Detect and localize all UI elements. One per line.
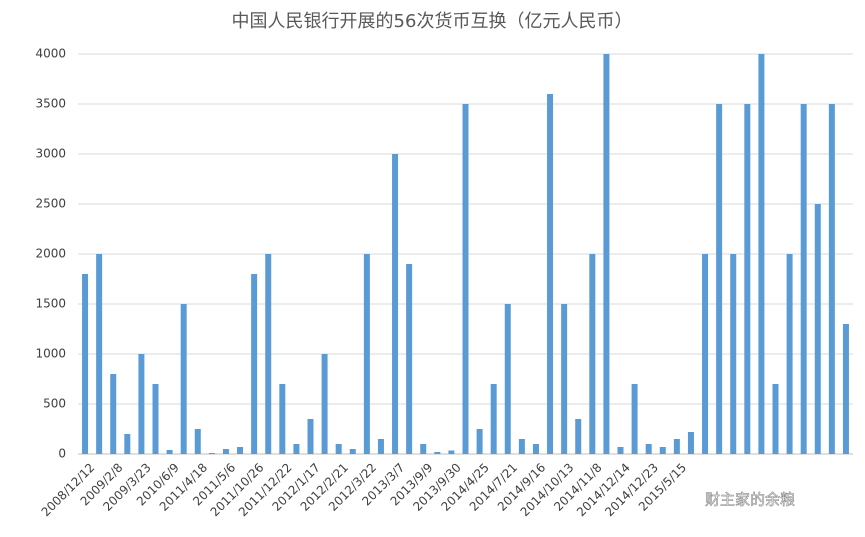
y-tick-label: 3000 [35, 147, 66, 161]
bar [138, 354, 145, 454]
bar [814, 204, 821, 454]
bar [800, 104, 807, 454]
bar [730, 254, 737, 454]
bar [434, 452, 441, 454]
y-tick-label: 1000 [35, 347, 66, 361]
bar [251, 274, 258, 454]
bar [377, 439, 384, 454]
bar [716, 104, 723, 454]
bar [349, 449, 356, 454]
bar [659, 447, 666, 454]
bar [392, 154, 399, 454]
bar [279, 384, 286, 454]
bar [575, 419, 582, 454]
bar [152, 384, 159, 454]
y-tick-label: 500 [43, 397, 66, 411]
bar [547, 94, 554, 454]
bar [208, 453, 215, 454]
bar [166, 450, 173, 454]
bar [772, 384, 779, 454]
y-tick-label: 4000 [35, 47, 66, 61]
bar [786, 254, 793, 454]
bar [702, 254, 709, 454]
bar [82, 274, 89, 454]
y-tick-label: 2500 [35, 197, 66, 211]
bar [589, 254, 596, 454]
bar [406, 264, 413, 454]
bar [744, 104, 751, 454]
bar [335, 444, 342, 454]
bar [758, 54, 765, 454]
bar [448, 450, 455, 454]
bar [180, 304, 187, 454]
bar [265, 254, 272, 454]
bar [532, 444, 539, 454]
bar [673, 439, 680, 454]
bar [645, 444, 652, 454]
bar [687, 432, 694, 454]
bar [363, 254, 370, 454]
bar [561, 304, 568, 454]
bar [321, 354, 328, 454]
bar [420, 444, 427, 454]
bar [110, 374, 117, 454]
bar [307, 419, 314, 454]
bar [476, 429, 483, 454]
y-tick-label: 2000 [35, 247, 66, 261]
bar [603, 54, 610, 454]
bar [490, 384, 497, 454]
bar [237, 447, 244, 454]
bar [842, 324, 849, 454]
bar [828, 104, 835, 454]
y-tick-label: 3500 [35, 97, 66, 111]
y-tick-label: 0 [58, 447, 66, 461]
bar [504, 304, 511, 454]
y-tick-label: 1500 [35, 297, 66, 311]
watermark: 财主家的余粮 [705, 491, 795, 509]
bar [462, 104, 469, 454]
bar [96, 254, 103, 454]
bar [194, 429, 201, 454]
bar [124, 434, 131, 454]
chart-title: 中国人民银行开展的56次货币互换（亿元人民币） [232, 11, 633, 32]
bar [518, 439, 525, 454]
bar [631, 384, 638, 454]
bar [617, 447, 624, 454]
bar [222, 449, 229, 454]
bar [293, 444, 300, 454]
